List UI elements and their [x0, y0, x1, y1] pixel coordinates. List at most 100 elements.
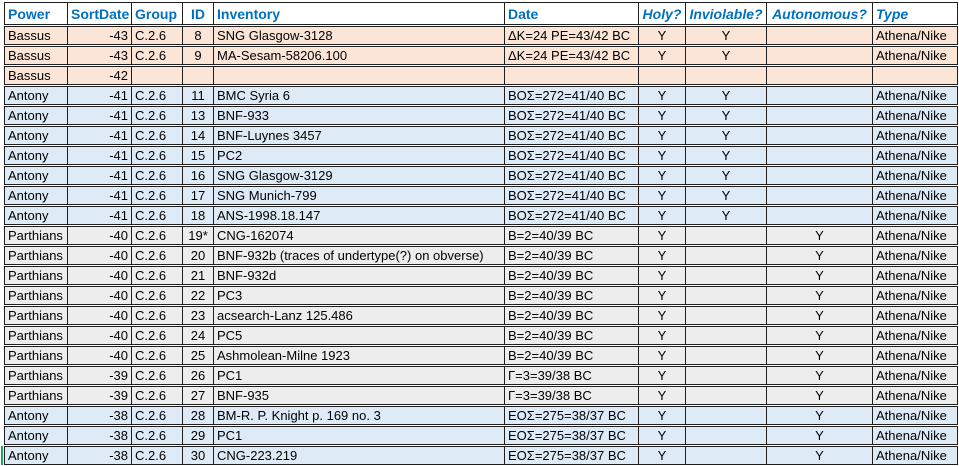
cell[interactable]: 11	[183, 86, 214, 105]
cell[interactable]: C.2.6	[132, 86, 183, 105]
cell[interactable]: Y	[767, 446, 873, 465]
cell[interactable]: Parthians	[4, 346, 68, 365]
cell[interactable]	[767, 146, 873, 165]
column-header-power[interactable]: Power	[4, 2, 68, 25]
column-header-inventory[interactable]: Inventory	[214, 2, 505, 25]
cell[interactable]: Antony	[4, 186, 68, 205]
cell[interactable]: ANS-1998.18.147	[214, 206, 505, 225]
cell[interactable]: -43	[68, 46, 132, 65]
cell[interactable]: 22	[183, 286, 214, 305]
cell[interactable]: -41	[68, 206, 132, 225]
cell[interactable]: BNF-932b (traces of undertype(?) on obve…	[214, 246, 505, 265]
cell[interactable]: C.2.6	[132, 206, 183, 225]
cell[interactable]	[767, 126, 873, 145]
cell[interactable]	[767, 26, 873, 45]
cell[interactable]: Γ=3=39/38 BC	[505, 386, 639, 405]
cell[interactable]: PC1	[214, 366, 505, 385]
column-header-autonomous[interactable]: Autonomous?	[767, 2, 873, 25]
cell[interactable]: Parthians	[4, 286, 68, 305]
cell[interactable]: Y	[767, 326, 873, 345]
cell[interactable]: -40	[68, 326, 132, 345]
column-header-group[interactable]: Group	[132, 2, 183, 25]
cell[interactable]: Antony	[4, 126, 68, 145]
cell[interactable]: C.2.6	[132, 306, 183, 325]
cell[interactable]: Athena/Nike	[873, 306, 958, 325]
cell[interactable]: C.2.6	[132, 26, 183, 45]
cell[interactable]: Parthians	[4, 386, 68, 405]
cell[interactable]: Antony	[4, 426, 68, 445]
cell[interactable]: 28	[183, 406, 214, 425]
cell[interactable]: -38	[68, 426, 132, 445]
cell[interactable]: BNF-933	[214, 106, 505, 125]
cell[interactable]: Y	[767, 246, 873, 265]
cell[interactable]: ΒΟΣ=272=41/40 BC	[505, 186, 639, 205]
cell[interactable]	[686, 446, 767, 465]
cell[interactable]: C.2.6	[132, 146, 183, 165]
cell[interactable]: C.2.6	[132, 246, 183, 265]
cell[interactable]: ΒΟΣ=272=41/40 BC	[505, 206, 639, 225]
cell[interactable]: Y	[767, 366, 873, 385]
cell[interactable]: Antony	[4, 166, 68, 185]
cell[interactable]: Y	[639, 326, 686, 345]
cell[interactable]: 15	[183, 146, 214, 165]
cell[interactable]: ΕΟΣ=275=38/37 BC	[505, 446, 639, 465]
cell[interactable]: Y	[767, 286, 873, 305]
cell[interactable]: B=2=40/39 BC	[505, 306, 639, 325]
cell[interactable]: Parthians	[4, 266, 68, 285]
cell[interactable]: 14	[183, 126, 214, 145]
cell[interactable]: Y	[639, 26, 686, 45]
cell[interactable]: C.2.6	[132, 366, 183, 385]
cell[interactable]: ΒΟΣ=272=41/40 BC	[505, 106, 639, 125]
cell[interactable]: ΔK=24 PE=43/42 BC	[505, 26, 639, 45]
cell[interactable]: Athena/Nike	[873, 286, 958, 305]
cell[interactable]: Athena/Nike	[873, 166, 958, 185]
cell[interactable]: C.2.6	[132, 126, 183, 145]
cell[interactable]: PC5	[214, 326, 505, 345]
cell[interactable]: Athena/Nike	[873, 106, 958, 125]
cell[interactable]: ΔK=24 PE=43/42 BC	[505, 46, 639, 65]
cell[interactable]: ΕΟΣ=275=38/37 BC	[505, 426, 639, 445]
cell[interactable]: BNF-Luynes 3457	[214, 126, 505, 145]
cell[interactable]: Bassus	[4, 46, 68, 65]
cell[interactable]: Y	[767, 266, 873, 285]
cell[interactable]: SNG Glasgow-3128	[214, 26, 505, 45]
cell[interactable]: BNF-932d	[214, 266, 505, 285]
cell[interactable]: Athena/Nike	[873, 146, 958, 165]
cell[interactable]: Y	[686, 26, 767, 45]
column-header-type[interactable]: Type	[873, 2, 958, 25]
cell[interactable]	[686, 226, 767, 245]
cell[interactable]: Athena/Nike	[873, 266, 958, 285]
cell[interactable]: -40	[68, 346, 132, 365]
cell[interactable]: Y	[639, 426, 686, 445]
cell[interactable]: C.2.6	[132, 386, 183, 405]
cell[interactable]: C.2.6	[132, 286, 183, 305]
cell[interactable]	[767, 166, 873, 185]
cell[interactable]: Parthians	[4, 306, 68, 325]
cell[interactable]	[686, 386, 767, 405]
cell[interactable]: Athena/Nike	[873, 46, 958, 65]
column-header-id[interactable]: ID	[183, 2, 214, 25]
cell[interactable]: Y	[767, 426, 873, 445]
cell[interactable]: Y	[639, 346, 686, 365]
cell[interactable]: 9	[183, 46, 214, 65]
cell[interactable]: BNF-935	[214, 386, 505, 405]
cell[interactable]: ΒΟΣ=272=41/40 BC	[505, 166, 639, 185]
cell[interactable]: -38	[68, 406, 132, 425]
cell[interactable]: Parthians	[4, 246, 68, 265]
cell[interactable]	[686, 306, 767, 325]
cell[interactable]	[686, 406, 767, 425]
cell[interactable]: C.2.6	[132, 186, 183, 205]
cell[interactable]	[767, 46, 873, 65]
cell[interactable]	[686, 426, 767, 445]
cell[interactable]: B=2=40/39 BC	[505, 246, 639, 265]
cell[interactable]: Y	[639, 306, 686, 325]
cell[interactable]: CNG-162074	[214, 226, 505, 245]
cell[interactable]: 27	[183, 386, 214, 405]
cell[interactable]: C.2.6	[132, 426, 183, 445]
cell[interactable]	[686, 246, 767, 265]
cell[interactable]: Y	[639, 266, 686, 285]
cell[interactable]: PC2	[214, 146, 505, 165]
cell[interactable]: Bassus	[4, 26, 68, 45]
cell[interactable]: Bassus	[4, 66, 68, 85]
cell[interactable]: BM-R. P. Knight p. 169 no. 3	[214, 406, 505, 425]
